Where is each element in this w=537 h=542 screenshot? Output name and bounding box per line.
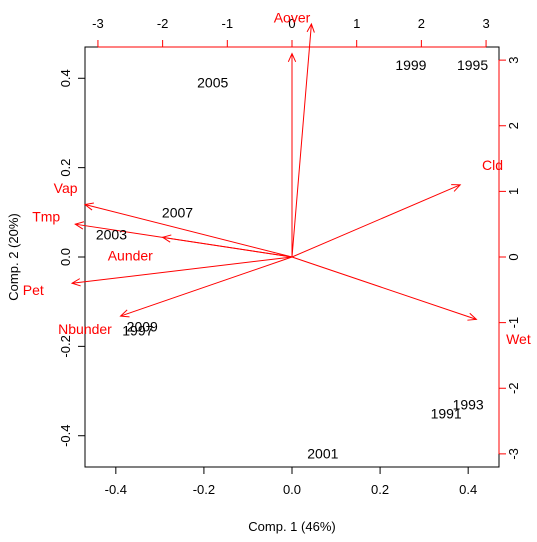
top-tick-label: -2 <box>157 16 169 31</box>
right-tick-label: 0 <box>506 253 521 260</box>
loading-arrow <box>72 256 293 284</box>
loading-arrow <box>84 204 293 258</box>
bottom-tick-label: 0.2 <box>371 482 389 497</box>
loading-label: Cld <box>482 157 503 173</box>
left-tick-label: 0.0 <box>58 248 73 266</box>
loading-label: Wet <box>506 331 531 347</box>
loading-arrow <box>291 256 477 320</box>
top-axis: -3 -2 -1 0 1 2 3 <box>92 16 490 48</box>
top-tick-label: 2 <box>418 16 425 31</box>
right-tick-label: 3 <box>506 57 521 64</box>
right-tick-label: 1 <box>506 188 521 195</box>
right-axis: -3 -2 -1 0 1 2 3 <box>498 57 521 460</box>
top-tick-label: -1 <box>222 16 234 31</box>
loading-arrow <box>291 23 312 258</box>
observation-label: 2007 <box>162 204 193 220</box>
top-tick-label: 1 <box>353 16 360 31</box>
loading-arrowhead <box>306 22 315 33</box>
left-tick-label: 0.2 <box>58 159 73 177</box>
observation-label: 2005 <box>197 75 228 91</box>
top-tick-label: -3 <box>92 16 104 31</box>
loading-label: Pet <box>23 282 44 298</box>
loading-label: Tmp <box>32 208 60 224</box>
observation-label: 1997 <box>122 323 153 339</box>
y-axis-title: Comp. 2 (20%) <box>6 213 21 300</box>
loading-arrow <box>162 236 293 258</box>
loading-label: Nbunder <box>58 321 112 337</box>
bottom-axis: -0.4 -0.2 0.0 0.2 0.4 <box>105 466 477 497</box>
left-tick-label: 0.4 <box>58 69 73 87</box>
bottom-tick-label: -0.4 <box>105 482 127 497</box>
loading-arrow <box>120 256 293 317</box>
observation-label: 2009 <box>127 318 158 334</box>
observation-label: 2001 <box>307 446 338 462</box>
left-tick-label: -0.2 <box>58 335 73 357</box>
observation-label: 1991 <box>431 405 462 421</box>
observation-label: 1999 <box>395 57 426 73</box>
left-tick-label: -0.4 <box>58 425 73 447</box>
loading-arrowhead <box>161 234 172 243</box>
loading-arrows: PreAoverCldWetVapTmpAunderPetNbunder <box>23 9 531 347</box>
left-axis: -0.4 -0.2 0.0 0.2 0.4 <box>58 69 86 447</box>
x-axis-title: Comp. 1 (46%) <box>248 519 335 534</box>
bottom-tick-label: -0.2 <box>193 482 215 497</box>
loading-arrowhead <box>287 52 297 62</box>
observation-label: 1993 <box>453 396 484 412</box>
top-tick-label: 0 <box>288 16 295 31</box>
right-tick-label: -3 <box>506 448 521 460</box>
bottom-tick-label: 0.0 <box>283 482 301 497</box>
right-tick-label: 2 <box>506 122 521 129</box>
loading-arrowhead <box>83 202 94 211</box>
loading-label: Aover <box>274 9 311 25</box>
observation-label: 2003 <box>96 227 127 243</box>
right-tick-label: -2 <box>506 382 521 394</box>
top-tick-label: 3 <box>482 16 489 31</box>
right-tick-label: -1 <box>506 317 521 329</box>
loading-arrowhead <box>74 221 85 230</box>
observation-label: 1995 <box>457 57 488 73</box>
loading-arrowhead <box>119 309 130 318</box>
loading-arrowhead <box>70 278 81 287</box>
loading-label: Aunder <box>108 248 153 264</box>
bottom-tick-label: 0.4 <box>459 482 477 497</box>
loading-arrow <box>291 184 461 258</box>
loading-arrowhead <box>451 184 462 192</box>
loading-label: Vap <box>54 180 78 196</box>
loading-arrowhead <box>467 312 478 321</box>
